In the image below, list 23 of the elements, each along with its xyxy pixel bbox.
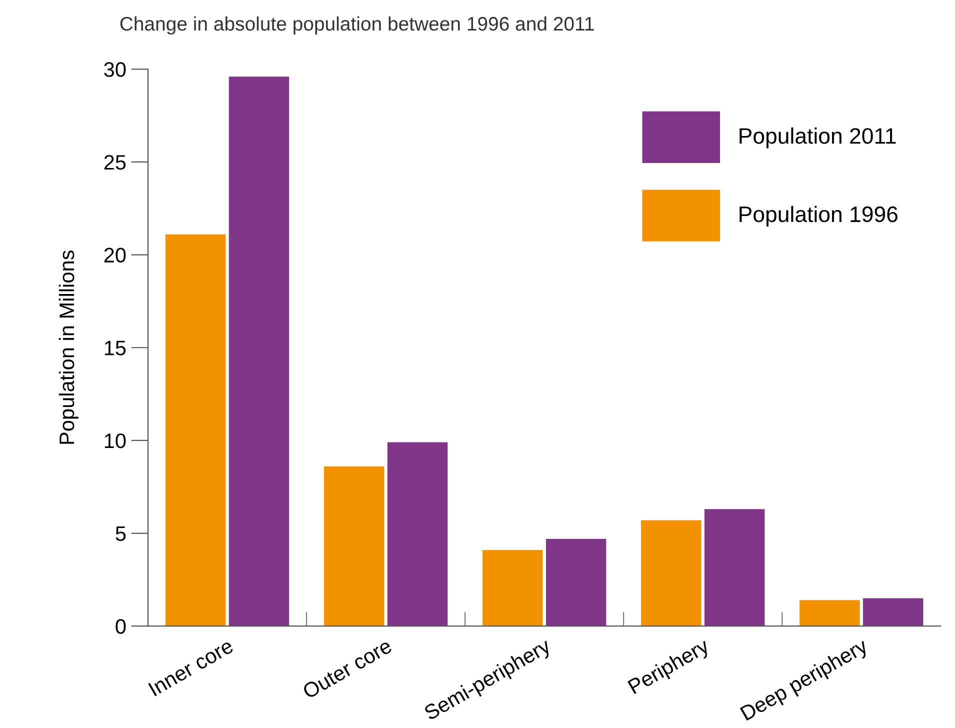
y-tick-label: 5 xyxy=(116,526,126,542)
x-tick-label: Inner core xyxy=(148,638,234,696)
y-axis-title: Population in Millions xyxy=(58,250,78,444)
y-tick-label: 25 xyxy=(104,154,126,170)
bar xyxy=(862,598,924,626)
y-tick-label: 30 xyxy=(104,62,126,77)
bar xyxy=(228,76,290,626)
y-tick-label: 10 xyxy=(104,433,126,448)
bar xyxy=(165,234,226,626)
bar xyxy=(546,538,606,626)
y-tick-label: 0 xyxy=(116,619,126,634)
bar xyxy=(387,442,448,626)
legend-label: Population 2011 xyxy=(740,128,896,148)
bar xyxy=(704,509,765,626)
bar xyxy=(324,466,384,626)
bar xyxy=(482,550,543,626)
y-tick-label: 15 xyxy=(104,340,126,356)
bar xyxy=(800,600,860,626)
bar xyxy=(641,520,702,626)
legend-label: Population 1996 xyxy=(740,206,898,227)
chart-title: Change in absolute population between 1996 and 2011 xyxy=(120,16,594,35)
x-tick-label: Outer core xyxy=(302,638,393,700)
y-tick-label: 20 xyxy=(104,248,126,263)
